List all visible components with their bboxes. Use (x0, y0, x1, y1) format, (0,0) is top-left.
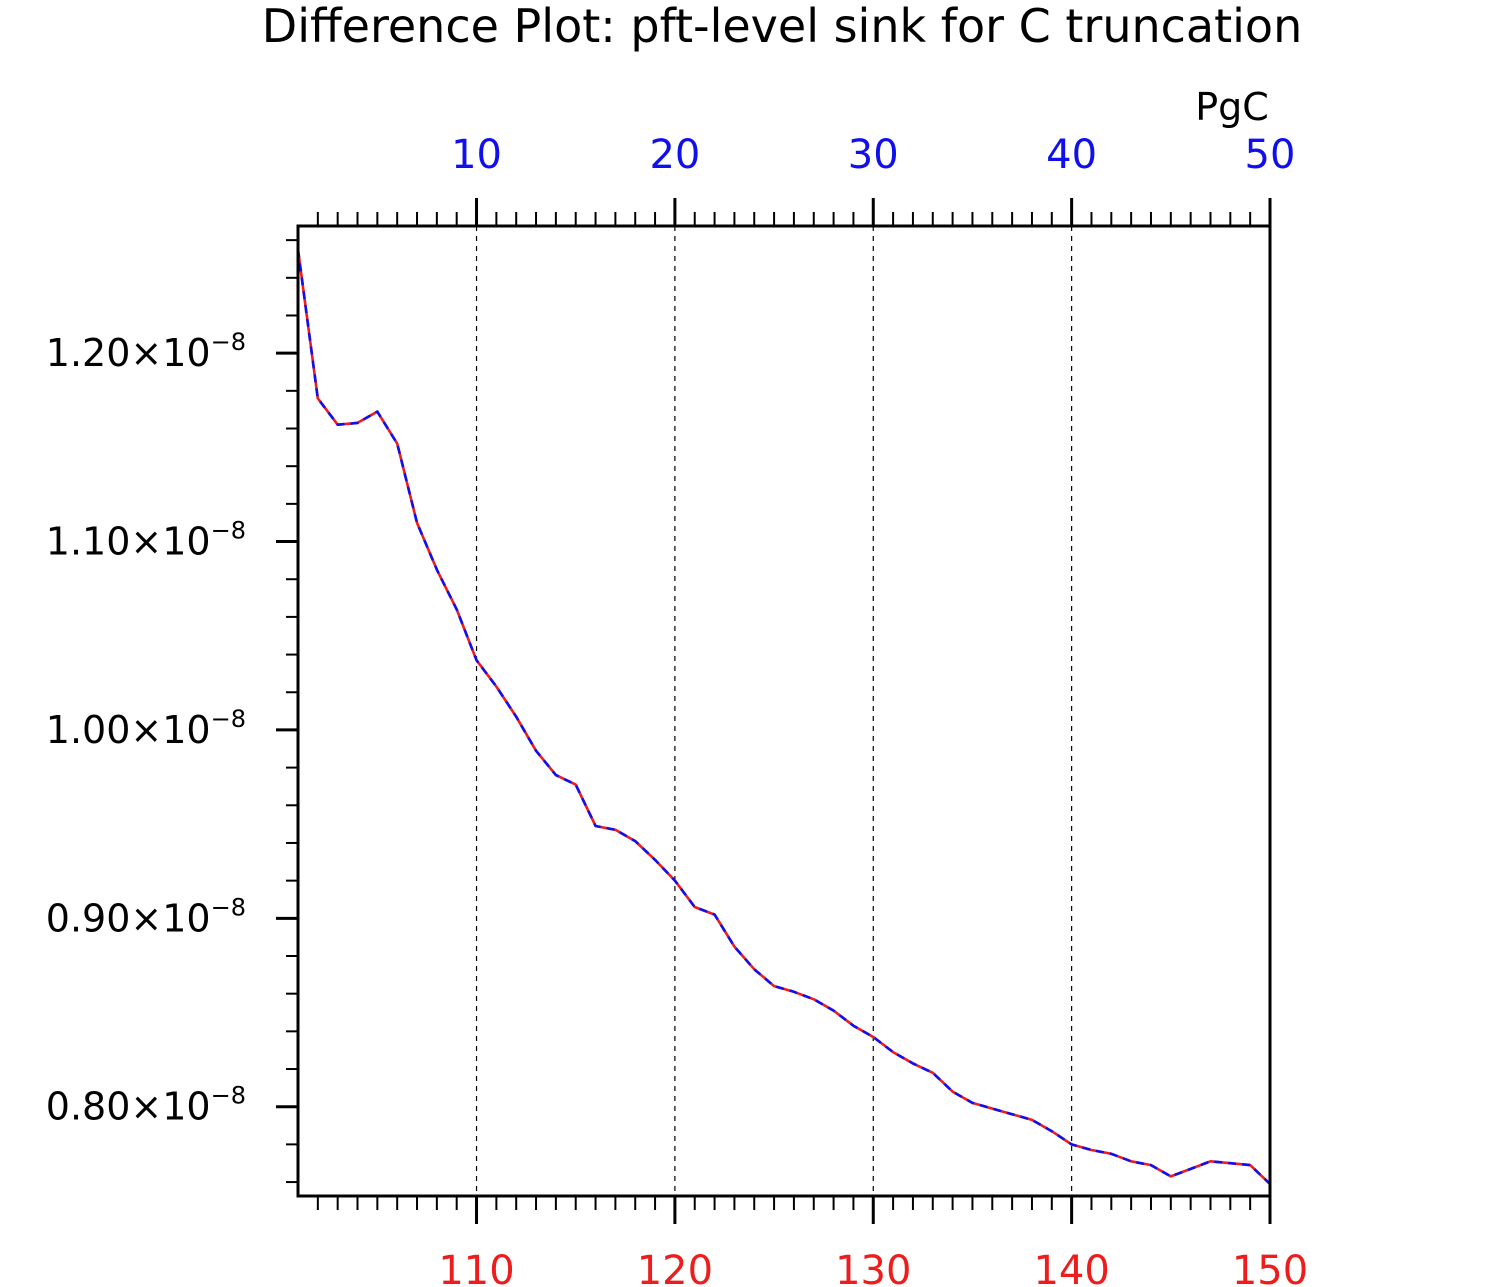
top-axis-unit-label: PgC (1195, 85, 1269, 129)
y-tick-label-1.2: 1.20×10−8 (46, 328, 246, 375)
top-tick-label-20: 20 (649, 132, 700, 178)
axis-tick-labels: 10 20 30 40 50 110 120 130 140 150 0.80×10−8 0.90×1… (46, 132, 1308, 1287)
top-tick-label-50: 50 (1245, 132, 1296, 178)
top-tick-label-10: 10 (451, 132, 502, 178)
y-tick-label-1.1: 1.10×10−8 (46, 517, 246, 564)
y-tick-label-0.8: 0.80×10−8 (46, 1082, 246, 1129)
y-tick-label-0.9: 0.90×10−8 (46, 893, 246, 940)
series-line-1 (296, 249, 1271, 1185)
top-tick-label-40: 40 (1046, 132, 1097, 178)
top-tick-label-30: 30 (848, 132, 899, 178)
vertical-grid-lines (475, 226, 1073, 1196)
plot-frame (296, 224, 1272, 1198)
axis-ticks (276, 198, 1272, 1224)
chart-title: Difference Plot: pft-level sink for C tr… (262, 0, 1302, 53)
bottom-tick-label-140: 140 (1033, 1248, 1109, 1287)
bottom-tick-label-110: 110 (438, 1248, 514, 1287)
series-line-2 (296, 249, 1271, 1185)
series-layer (296, 249, 1271, 1185)
bottom-tick-label-150: 150 (1232, 1248, 1308, 1287)
bottom-tick-label-120: 120 (637, 1248, 713, 1287)
bottom-tick-label-130: 130 (835, 1248, 911, 1287)
y-tick-label-1: 1.00×10−8 (46, 705, 246, 752)
